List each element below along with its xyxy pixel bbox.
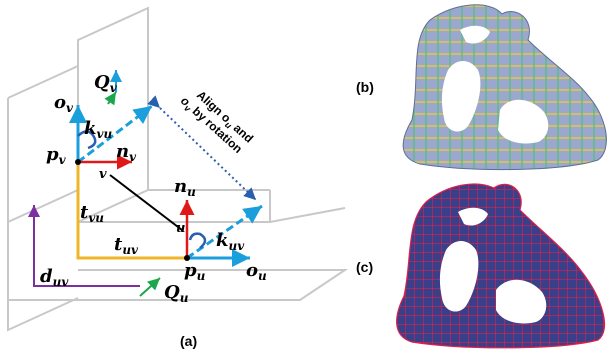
label-o-v: ov	[54, 92, 74, 115]
rotation-text: Align ou and ov by rotation	[178, 88, 256, 156]
Q-v-arrow	[104, 91, 117, 106]
label-k-uv: kuv	[216, 230, 245, 253]
label-t-vu: tvu	[80, 202, 104, 225]
label-n-u: nu	[174, 176, 196, 199]
caption-a: (a)	[180, 333, 197, 349]
label-u-point: u	[176, 221, 185, 236]
k-uv-curl	[188, 232, 207, 249]
label-t-uv: tuv	[114, 234, 139, 257]
label-p-v: pv	[46, 144, 67, 167]
k-vu-curl	[77, 130, 97, 150]
Q-u-arrow	[139, 277, 161, 297]
rotation-arrow	[147, 95, 257, 201]
d-uv-arrow	[28, 205, 140, 287]
dashed-lower	[186, 204, 263, 260]
label-k-vu: kvu	[84, 118, 112, 141]
caption-c: (c)	[356, 259, 373, 275]
dashed-upper	[77, 104, 153, 164]
mesh-model-c	[396, 183, 606, 349]
caption-b: (b)	[356, 79, 374, 95]
t-segments	[76, 162, 187, 260]
label-n-v: nv	[116, 141, 137, 164]
p-u-point	[184, 255, 190, 261]
label-d-uv: duv	[40, 266, 69, 289]
label-o-u: ou	[246, 260, 267, 283]
label-Q-v: Qv	[94, 72, 118, 95]
label-v-point: v	[99, 167, 107, 182]
vu-segment	[109, 174, 183, 231]
label-p-u: pu	[184, 260, 206, 283]
mesh-model-b	[402, 4, 607, 171]
p-v-point	[75, 159, 81, 165]
label-Q-u: Qu	[164, 282, 189, 305]
